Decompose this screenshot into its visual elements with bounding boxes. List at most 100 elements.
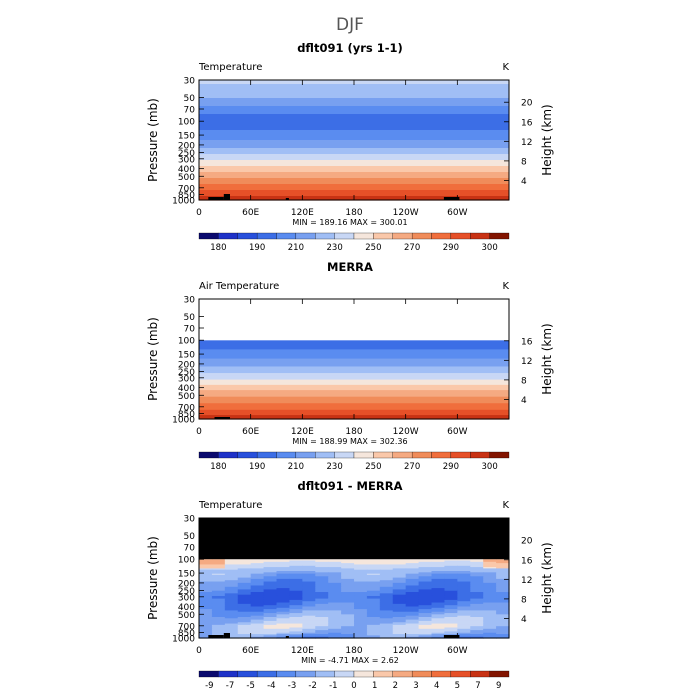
contour-cell — [354, 594, 368, 597]
height-tick-label: 20 — [521, 537, 533, 547]
contour-cell — [341, 602, 355, 605]
contour-band — [199, 166, 509, 169]
colorbar-swatch — [256, 670, 277, 678]
colorbar-swatch — [334, 232, 355, 240]
contour-cell — [457, 586, 471, 589]
contour-cell — [366, 589, 381, 592]
contour-cell — [405, 585, 420, 588]
contour-cell — [405, 627, 420, 630]
contour-cell — [457, 572, 471, 575]
contour-cell — [366, 618, 381, 621]
contour-cell — [483, 610, 497, 613]
contour-cell — [496, 614, 510, 617]
contour-cell — [431, 565, 446, 568]
contour-cell — [392, 601, 407, 604]
contour-cell — [379, 609, 394, 612]
contour-cell — [379, 598, 394, 601]
contour-cell — [405, 623, 420, 626]
contour-cell — [392, 593, 407, 596]
contour-band — [199, 188, 509, 191]
contour-cell — [366, 611, 381, 614]
x-tick-label: 120E — [291, 646, 314, 656]
contour-cell — [341, 624, 355, 627]
contour-cell — [405, 602, 420, 605]
contour-cell — [366, 573, 381, 576]
height-tick-label: 4 — [521, 396, 527, 406]
contour-cell — [444, 565, 458, 568]
colorbar-label: 5 — [455, 681, 460, 691]
contour-cell — [431, 584, 446, 587]
height-tick-label: 16 — [521, 118, 533, 128]
contour-cell — [457, 616, 471, 619]
contour-cell — [405, 590, 420, 593]
contour-cell — [444, 619, 458, 622]
contour-cell — [276, 601, 291, 604]
contour-cell — [379, 613, 394, 615]
contour-cell — [354, 606, 368, 609]
contour-cell — [289, 592, 303, 594]
contour-cell — [483, 623, 497, 626]
y-tick-label: 700 — [178, 403, 195, 413]
contour-band — [199, 174, 509, 177]
contour-cell — [457, 632, 471, 635]
contour-cell — [237, 560, 252, 563]
contour-cell — [392, 581, 407, 584]
contour-cell — [354, 620, 368, 623]
contour-cell — [289, 580, 303, 583]
contour-cell — [418, 630, 433, 633]
contour-cell — [366, 581, 381, 584]
contour-cell — [341, 605, 355, 608]
contour-cell — [392, 606, 407, 609]
contour-cell — [263, 598, 278, 601]
contour-band — [199, 376, 509, 379]
contour-cell — [431, 561, 446, 564]
contour-cell — [496, 634, 510, 636]
contour-cell — [302, 577, 316, 580]
contour-cell — [315, 618, 329, 621]
contour-cell — [405, 611, 420, 614]
contour-cell — [379, 564, 394, 567]
contour-cell — [405, 572, 420, 575]
contour-cell — [496, 564, 510, 567]
contour-band — [199, 379, 509, 382]
contour-cell — [328, 585, 342, 588]
contour-cell — [341, 589, 355, 592]
contour-cell — [483, 620, 497, 623]
contour-cell — [302, 607, 316, 610]
contour-cell — [392, 607, 407, 610]
contour-cell — [379, 622, 394, 625]
contour-cell — [444, 613, 458, 615]
contour-cell — [354, 597, 368, 600]
contour-cell — [250, 605, 265, 608]
contour-cell — [366, 592, 381, 594]
contour-cell — [470, 569, 484, 572]
contour-cell — [379, 605, 394, 608]
y-tick-label: 500 — [178, 173, 195, 183]
contour-cell — [341, 611, 355, 614]
contour-cell — [211, 615, 226, 618]
contour-cell — [392, 598, 407, 601]
contour-cell — [328, 572, 342, 575]
contour-cell — [302, 590, 316, 593]
contour-band — [199, 152, 509, 155]
contour-cell — [276, 619, 291, 622]
contour-cell — [250, 599, 265, 602]
contour-cell — [224, 627, 239, 630]
contour-cell — [431, 603, 446, 606]
contour-cell — [418, 609, 433, 612]
height-tick-label: 8 — [521, 376, 527, 386]
contour-cell — [224, 603, 239, 606]
contour-cell — [224, 616, 239, 619]
contour-cell — [289, 620, 303, 623]
contour-band — [199, 164, 509, 167]
contour-cell — [366, 598, 381, 601]
contour-cell — [470, 618, 484, 621]
contour-cell — [199, 618, 213, 621]
contour-band — [199, 392, 509, 395]
contour-cell — [302, 571, 316, 573]
contour-cell — [354, 595, 368, 598]
contour-cell — [470, 567, 484, 569]
contour-cell — [392, 569, 407, 572]
contour-cell — [379, 632, 394, 635]
contour-cell — [315, 592, 329, 594]
